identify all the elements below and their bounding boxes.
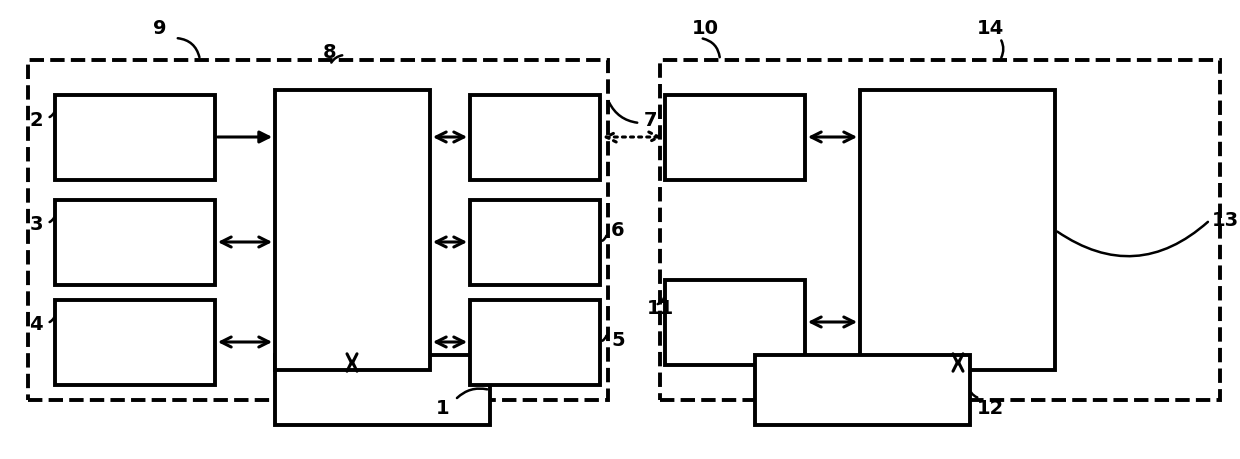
- Text: 14: 14: [976, 18, 1003, 38]
- Bar: [665, 280, 805, 365]
- Text: 10: 10: [692, 18, 718, 38]
- Bar: [665, 95, 805, 180]
- Text: 13: 13: [1211, 211, 1239, 230]
- Text: 9: 9: [154, 18, 166, 38]
- Bar: [275, 355, 490, 425]
- Text: 12: 12: [976, 398, 1003, 418]
- Text: 8: 8: [324, 43, 337, 62]
- Text: 7: 7: [644, 111, 657, 129]
- Text: 5: 5: [611, 330, 625, 349]
- Text: 2: 2: [30, 111, 43, 129]
- Bar: [55, 300, 215, 385]
- Bar: [55, 200, 215, 285]
- Bar: [470, 95, 600, 180]
- Bar: [55, 95, 215, 180]
- Bar: [275, 90, 430, 370]
- Text: 6: 6: [611, 220, 625, 240]
- Bar: [29, 60, 608, 400]
- Text: 4: 4: [30, 315, 43, 335]
- Text: 11: 11: [646, 298, 673, 318]
- Bar: [755, 355, 970, 425]
- Bar: [470, 300, 600, 385]
- Text: 1: 1: [436, 398, 450, 418]
- Bar: [660, 60, 1220, 400]
- Text: 3: 3: [30, 215, 42, 235]
- Bar: [470, 200, 600, 285]
- Bar: [861, 90, 1055, 370]
